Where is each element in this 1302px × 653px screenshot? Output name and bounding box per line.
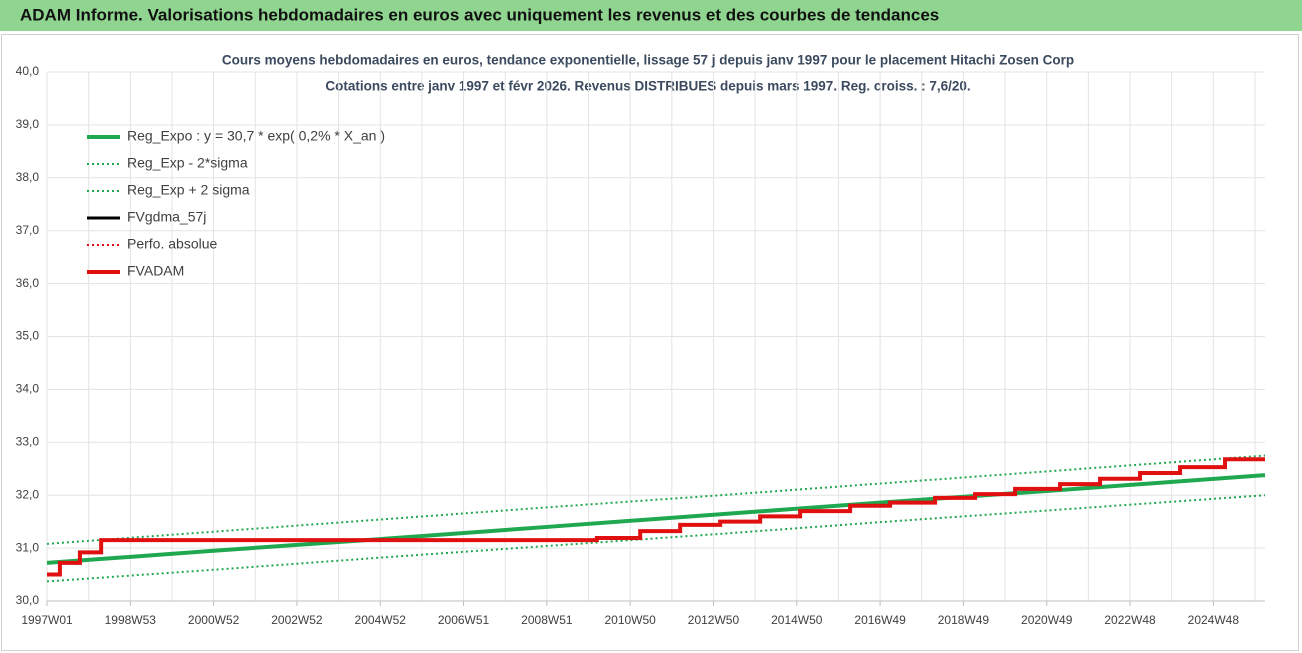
legend-label: Reg_Expo : y = 30,7 * exp( 0,2% * X_an )	[127, 128, 385, 144]
x-tick-label: 2006W51	[438, 613, 490, 627]
legend-label: FVgdma_57j	[127, 209, 206, 225]
y-tick-label: 40,0	[16, 64, 40, 78]
legend-label: FVADAM	[127, 263, 184, 279]
x-tick-label: 2014W50	[771, 613, 823, 627]
legend-label: Perfo. absolue	[127, 236, 217, 252]
y-tick-label: 39,0	[16, 117, 40, 131]
chart-subtitle: Cotations entre janv 1997 et févr 2026. …	[325, 79, 970, 94]
series-line	[47, 458, 1265, 576]
x-tick-label: 2022W48	[1104, 613, 1156, 627]
x-tick-label: 2018W49	[938, 613, 990, 627]
x-tick-label: 2012W50	[688, 613, 740, 627]
series-line	[46, 473, 1266, 565]
y-tick-label: 37,0	[16, 223, 40, 237]
x-tick-label: 1997W01	[21, 613, 73, 627]
header-bar	[0, 0, 1302, 31]
y-tick-label: 31,0	[16, 540, 40, 554]
x-tick-label: 2008W51	[521, 613, 573, 627]
x-tick-label: 2020W49	[1021, 613, 1073, 627]
y-tick-label: 35,0	[16, 329, 40, 343]
y-tick-label: 33,0	[16, 434, 40, 448]
x-tick-label: 2010W50	[604, 613, 656, 627]
chart-border	[1, 34, 1299, 651]
x-tick-label: 2004W52	[355, 613, 407, 627]
y-tick-label: 34,0	[16, 382, 40, 396]
y-tick-label: 30,0	[16, 593, 40, 607]
x-tick-label: 1998W53	[105, 613, 157, 627]
chart-title: Cours moyens hebdomadaires en euros, ten…	[222, 53, 1074, 68]
y-tick-label: 32,0	[16, 487, 40, 501]
header-title: ADAM Informe. Valorisations hebdomadaire…	[20, 5, 939, 24]
legend-label: Reg_Exp - 2*sigma	[127, 155, 248, 171]
x-tick-label: 2016W49	[854, 613, 906, 627]
x-tick-label: 2000W52	[188, 613, 240, 627]
legend-label: Reg_Exp + 2 sigma	[127, 182, 250, 198]
y-tick-label: 36,0	[16, 276, 40, 290]
x-tick-label: 2024W48	[1188, 613, 1240, 627]
x-tick-label: 2002W52	[271, 613, 323, 627]
y-tick-label: 38,0	[16, 170, 40, 184]
series-line	[47, 457, 1265, 577]
series-line	[47, 457, 1265, 577]
